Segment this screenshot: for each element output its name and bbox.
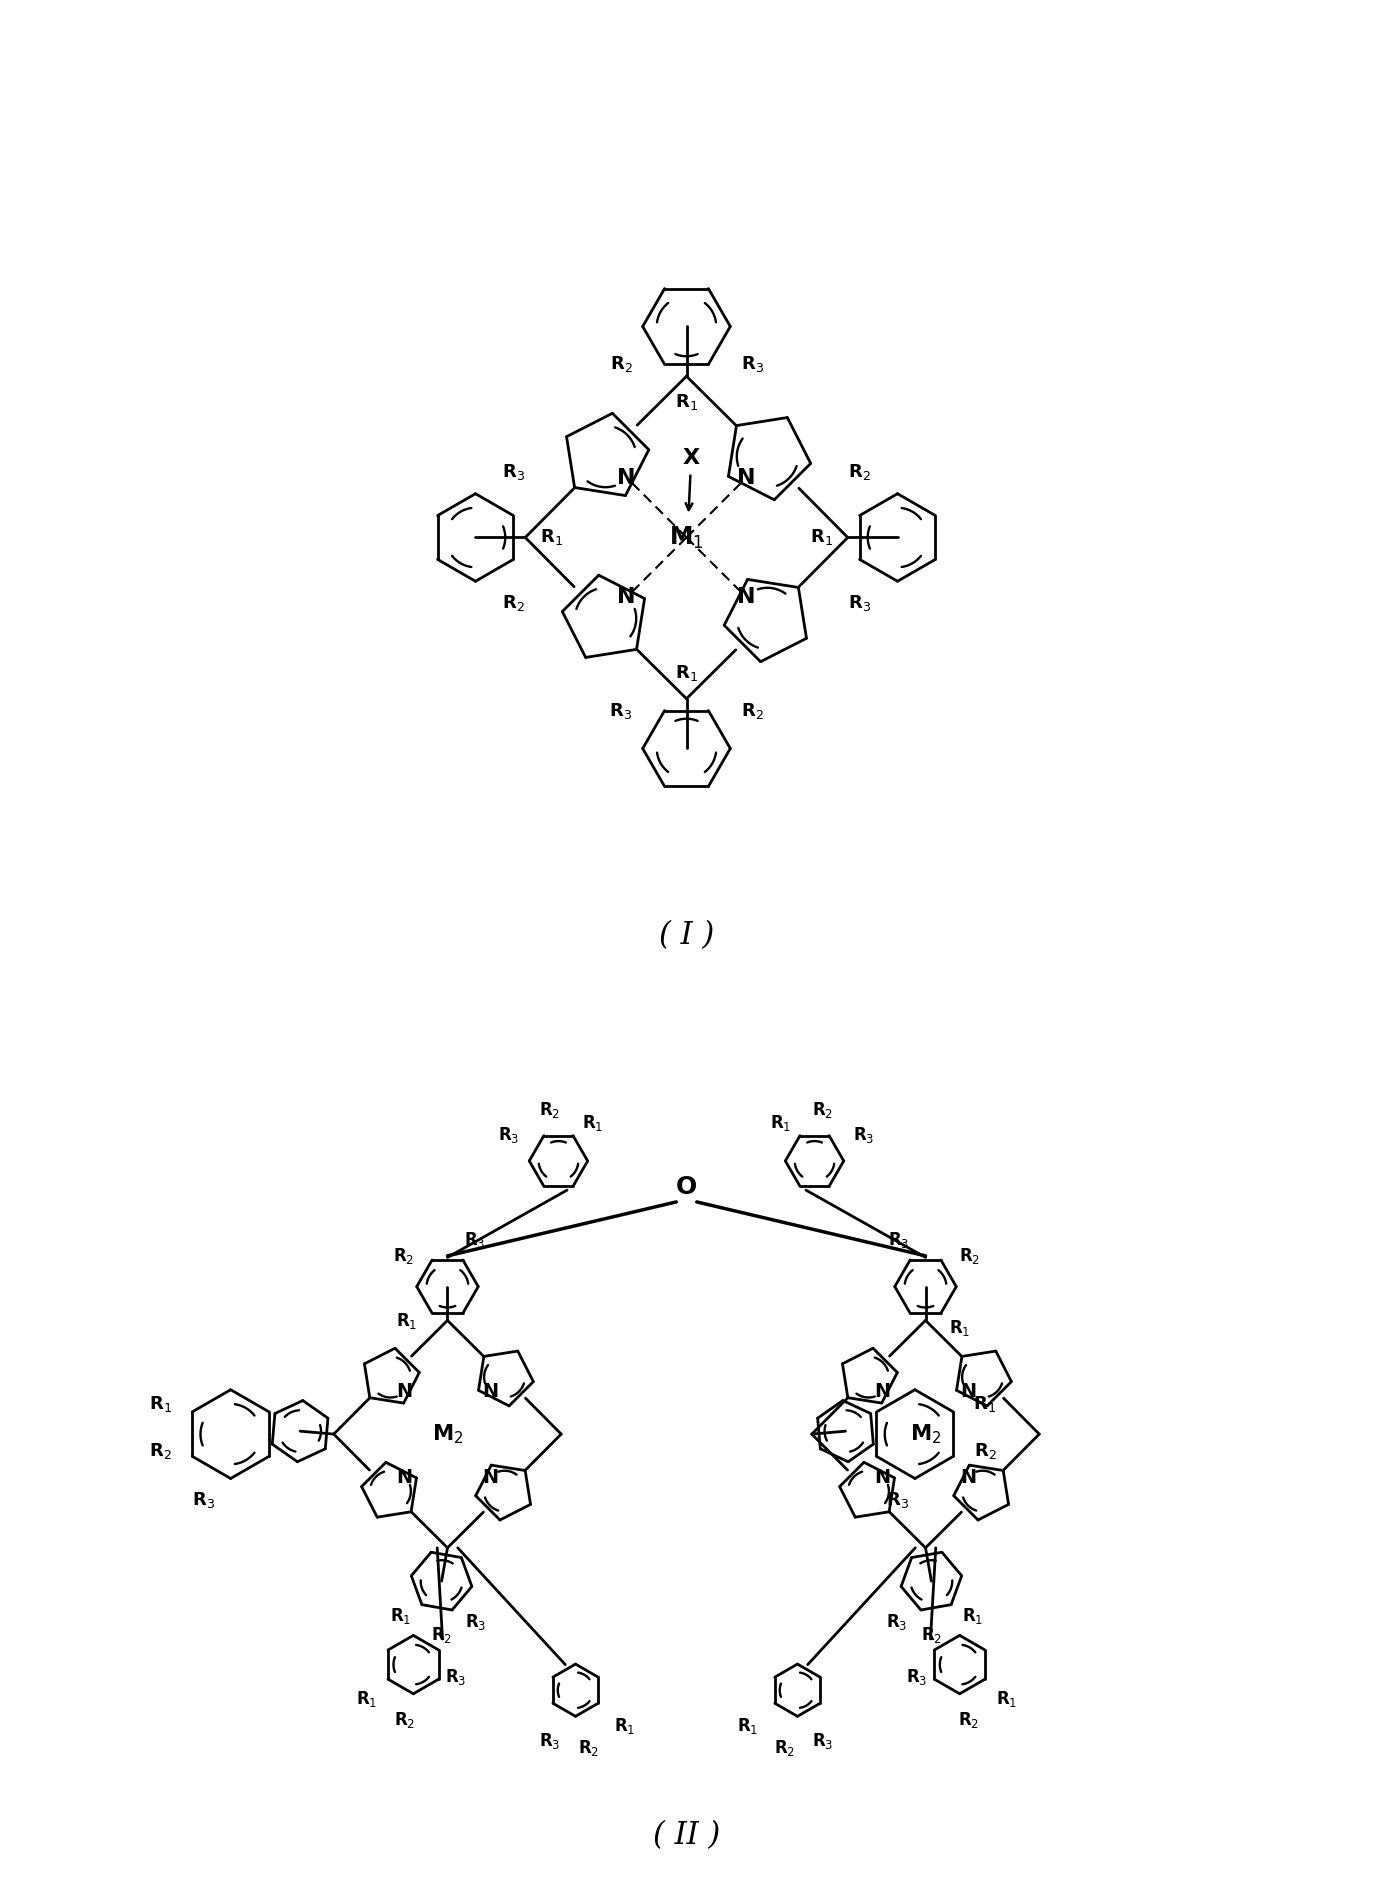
Text: R$_2$: R$_2$	[774, 1739, 795, 1758]
Text: M$_2$: M$_2$	[910, 1422, 942, 1446]
Text: R$_2$: R$_2$	[578, 1739, 599, 1758]
Text: R$_2$: R$_2$	[394, 1711, 416, 1730]
Text: N: N	[737, 588, 755, 607]
Text: N: N	[482, 1467, 498, 1487]
Text: R$_2$: R$_2$	[610, 355, 633, 374]
Text: R$_1$: R$_1$	[676, 393, 697, 411]
Text: N: N	[960, 1382, 976, 1401]
Text: R$_1$: R$_1$	[962, 1606, 983, 1626]
Text: R$_1$: R$_1$	[973, 1393, 997, 1414]
Text: R$_2$: R$_2$	[393, 1245, 415, 1266]
Text: R$_2$: R$_2$	[813, 1101, 833, 1119]
Text: R$_2$: R$_2$	[958, 1245, 980, 1266]
Text: R$_1$: R$_1$	[949, 1318, 971, 1337]
Text: R$_3$: R$_3$	[849, 593, 872, 612]
Text: O: O	[676, 1174, 697, 1198]
Text: R$_2$: R$_2$	[973, 1440, 997, 1461]
Text: N: N	[875, 1382, 891, 1401]
Text: R$_1$: R$_1$	[995, 1688, 1017, 1709]
Text: R$_3$: R$_3$	[887, 1489, 909, 1510]
Text: R$_2$: R$_2$	[431, 1624, 452, 1645]
Text: N: N	[875, 1467, 891, 1487]
Text: R$_3$: R$_3$	[540, 1732, 560, 1752]
Text: R$_1$: R$_1$	[614, 1716, 636, 1735]
Text: R$_1$: R$_1$	[770, 1112, 791, 1132]
Text: R$_3$: R$_3$	[445, 1668, 467, 1688]
Text: R$_2$: R$_2$	[849, 462, 870, 483]
Text: N: N	[618, 588, 636, 607]
Text: M$_1$: M$_1$	[669, 524, 704, 550]
Text: R$_3$: R$_3$	[192, 1489, 214, 1510]
Text: R$_1$: R$_1$	[810, 528, 833, 548]
Text: X: X	[682, 447, 700, 468]
Text: R$_3$: R$_3$	[501, 462, 524, 483]
Text: R$_3$: R$_3$	[610, 700, 633, 721]
Text: N: N	[397, 1467, 413, 1487]
Text: R$_1$: R$_1$	[150, 1393, 172, 1414]
Text: R$_1$: R$_1$	[356, 1688, 378, 1709]
Text: M$_2$: M$_2$	[431, 1422, 463, 1446]
Text: N: N	[482, 1382, 498, 1401]
Text: R$_3$: R$_3$	[886, 1613, 908, 1632]
Text: ( II ): ( II )	[654, 1820, 719, 1852]
Text: R$_3$: R$_3$	[740, 355, 763, 374]
Text: R$_1$: R$_1$	[737, 1716, 759, 1735]
Text: R$_1$: R$_1$	[390, 1606, 411, 1626]
Text: R$_2$: R$_2$	[540, 1101, 560, 1119]
Text: R$_3$: R$_3$	[498, 1125, 519, 1146]
Text: R$_3$: R$_3$	[888, 1230, 909, 1251]
Text: N: N	[960, 1467, 976, 1487]
Text: R$_1$: R$_1$	[582, 1112, 603, 1132]
Text: R$_2$: R$_2$	[957, 1711, 979, 1730]
Text: R$_2$: R$_2$	[150, 1440, 172, 1461]
Text: R$_3$: R$_3$	[465, 1613, 487, 1632]
Text: R$_3$: R$_3$	[464, 1230, 485, 1251]
Text: N: N	[618, 468, 636, 488]
Text: R$_3$: R$_3$	[906, 1668, 928, 1688]
Text: R$_1$: R$_1$	[540, 528, 563, 548]
Text: R$_1$: R$_1$	[395, 1311, 417, 1332]
Text: N: N	[737, 468, 755, 488]
Text: R$_2$: R$_2$	[503, 593, 524, 612]
Text: R$_3$: R$_3$	[813, 1732, 833, 1752]
Text: ( I ): ( I )	[659, 920, 714, 950]
Text: R$_3$: R$_3$	[854, 1125, 875, 1146]
Text: R$_2$: R$_2$	[740, 700, 763, 721]
Text: R$_1$: R$_1$	[676, 663, 697, 684]
Text: R$_2$: R$_2$	[921, 1624, 942, 1645]
Text: N: N	[397, 1382, 413, 1401]
